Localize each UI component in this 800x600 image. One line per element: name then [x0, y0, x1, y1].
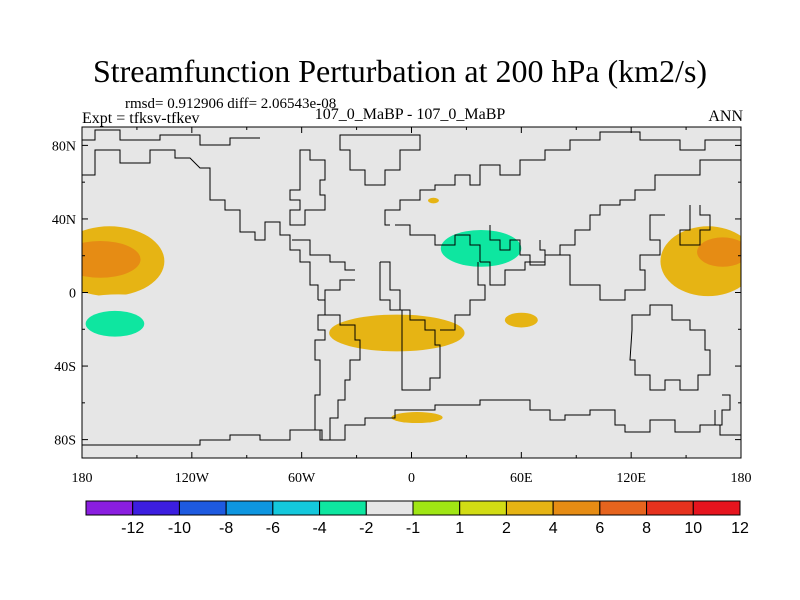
indian-ocean-positive	[504, 312, 538, 328]
colorbar: -12 -10 -8 -6 -4 -2 -1 1 2 4 6 8 10 12	[85, 500, 749, 537]
colorbar-label: 12	[731, 520, 749, 537]
colorbar-swatch	[599, 500, 648, 516]
coastline-hudson-bay	[289, 149, 326, 226]
y-axis: 80N 40N 0 40S 80S	[52, 139, 741, 449]
colorbar-swatch	[225, 500, 274, 516]
x-tick-label: 120W	[175, 471, 210, 486]
coastline-australia	[629, 304, 711, 391]
x-tick-label: 180	[731, 471, 752, 486]
colorbar-label: -1	[406, 520, 420, 537]
y-tick-label: 0	[69, 287, 76, 302]
south-pacific-west-negative-inner	[85, 310, 145, 337]
plot-background	[82, 127, 741, 458]
southern-ocean-positive	[391, 412, 443, 424]
colorbar-swatch	[132, 500, 180, 516]
contour-fills	[82, 197, 741, 424]
experiment-label: Expt = tfksv-tfkev	[82, 110, 200, 127]
colorbar-label: -10	[168, 520, 191, 537]
coastline-africa	[379, 261, 486, 391]
coastlines	[82, 129, 741, 446]
colorbar-label: 8	[642, 520, 651, 537]
x-tick-label: 60E	[510, 471, 533, 486]
south-pacific-east-negative	[719, 298, 741, 343]
colorbar-swatch	[552, 500, 601, 516]
coastline-caspian	[489, 225, 546, 266]
colorbar-swatch	[692, 500, 741, 516]
y-tick-label: 80N	[52, 139, 76, 154]
x-tick-label: 60W	[288, 471, 316, 486]
colorbar-swatch	[85, 500, 134, 516]
season-label: ANN	[708, 108, 743, 125]
colorbar-label: 10	[684, 520, 702, 537]
colorbar-label: 4	[549, 520, 558, 537]
colorbar-label: -4	[312, 520, 326, 537]
colorbar-label: -6	[266, 520, 280, 537]
arctic-dot-positive	[427, 197, 439, 204]
south-atlantic-positive	[329, 314, 465, 352]
coastline-gulf-mexico	[292, 239, 355, 271]
colorbar-swatch	[319, 500, 367, 516]
period-label: 107_0_MaBP - 107_0_MaBP	[314, 106, 506, 123]
colorbar-swatch	[365, 500, 414, 516]
colorbar-label: -12	[121, 520, 144, 537]
colorbar-swatch	[412, 500, 461, 516]
colorbar-label: 1	[455, 520, 464, 537]
coastline-mediterranean	[395, 224, 481, 262]
coastline-europe	[384, 131, 741, 226]
coastline-arctic	[82, 129, 260, 146]
colorbar-swatch	[178, 500, 227, 516]
colorbar-label: 6	[595, 520, 604, 537]
colorbar-label: -8	[219, 520, 233, 537]
pacific-east-positive-inner	[697, 237, 741, 267]
colorbar-swatch	[646, 500, 694, 516]
colorbar-swatch	[272, 500, 321, 516]
coastline-greenland	[339, 134, 421, 186]
coastline-japan	[679, 205, 711, 246]
chart-title: Streamfunction Perturbation at 200 hPa (…	[92, 53, 708, 89]
y-tick-label: 40N	[52, 213, 76, 228]
y-tick-label: 80S	[54, 434, 76, 449]
pacific-west-positive-inner	[82, 241, 141, 278]
y-tick-label: 40S	[54, 360, 76, 375]
eurasia-negative-inner	[440, 229, 522, 267]
x-tick-label: 0	[408, 471, 415, 486]
colorbar-label: 2	[502, 520, 511, 537]
x-axis: 180 120W 60W 0 60E 120E 180	[72, 127, 752, 486]
colorbar-swatch	[505, 500, 554, 516]
coastline-southeast-asia	[560, 214, 665, 301]
x-tick-label: 120E	[616, 471, 646, 486]
coastline-asia	[480, 159, 741, 286]
colorbar-label: -2	[359, 520, 373, 537]
coastline-north-america	[82, 149, 319, 300]
coastline-antarctica	[82, 399, 741, 446]
stats-text: rmsd= 0.912906 diff= 2.06543e-08	[125, 96, 337, 112]
colorbar-swatch	[459, 500, 507, 516]
x-tick-label: 180	[72, 471, 93, 486]
